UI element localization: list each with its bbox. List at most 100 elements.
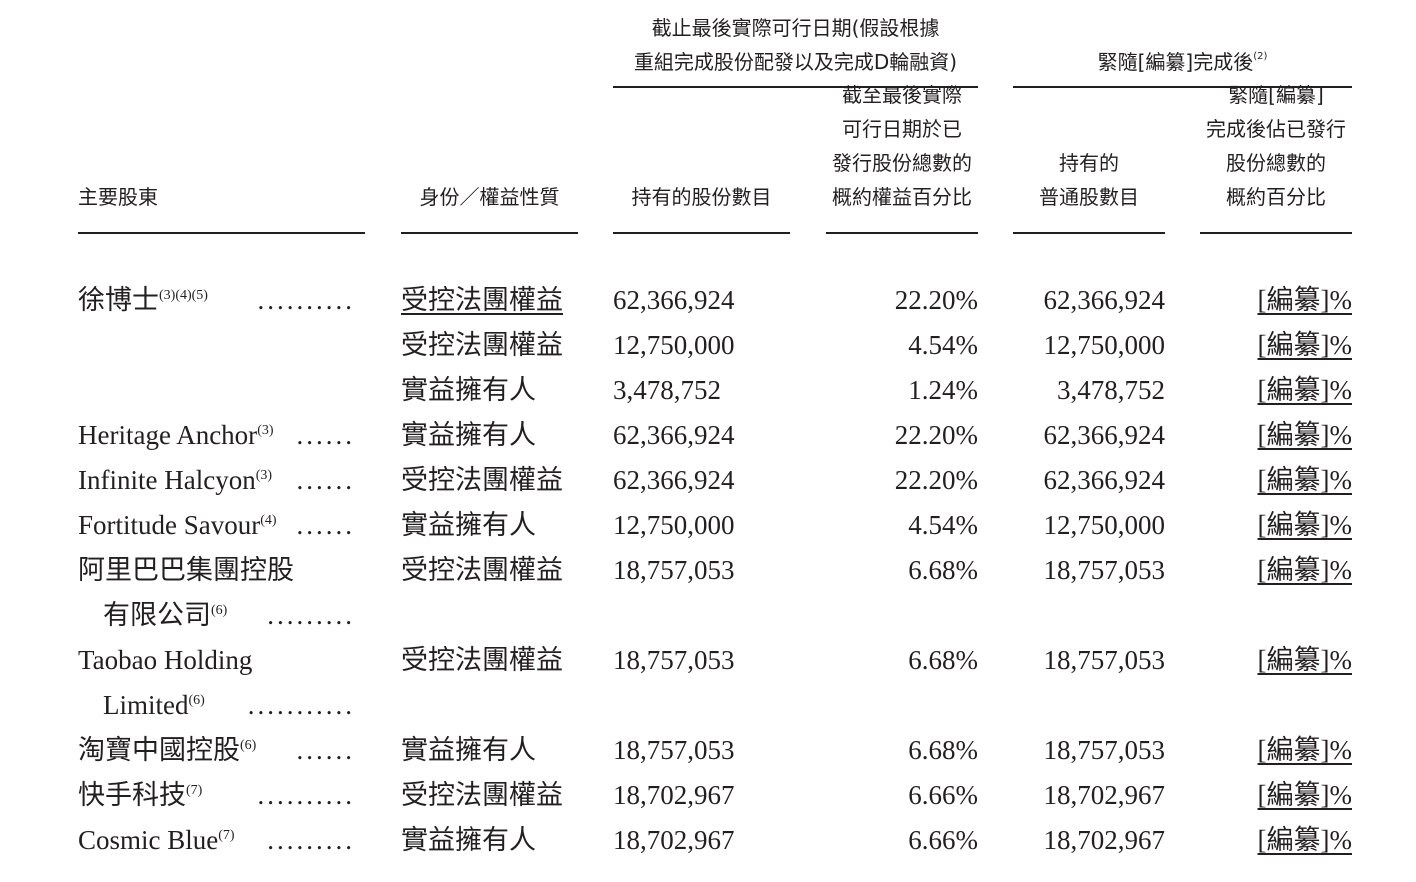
post-pct: [編纂]% [1257,555,1352,585]
post-shares: 62,366,924 [1043,285,1166,315]
column-header: 主要股東 [78,185,158,209]
leader-dots: ......... [267,825,355,855]
note: (2) [1253,51,1268,62]
shares: 18,757,053 [613,735,735,765]
capacity: 實益擁有人 [401,375,536,405]
leader-dots: ...... [296,735,355,765]
shareholder-name: Heritage Anchor [78,420,258,450]
name-cell: Fortitude Savour(4)...... [78,503,355,548]
name-cell: Heritage Anchor(3)...... [78,413,355,458]
column-header: 持有的股份數目 [631,185,772,209]
pct: 1.24% [908,375,978,405]
group-header-text: 重組完成股份配發以及完成D輪融資) [633,50,958,74]
note: (4) [260,513,277,528]
column-header: 緊隨[編纂] [1228,83,1324,107]
shares: 18,702,967 [613,825,735,855]
pct: 6.66% [908,825,978,855]
column-header: 發行股份總數的 [832,151,972,175]
column-header: 概約百分比 [1226,185,1326,209]
rule [1013,86,1352,88]
shareholder-name: 阿里巴巴集團控股 [78,555,294,585]
post-shares: 62,366,924 [1043,420,1166,450]
post-shares: 12,750,000 [1043,510,1166,540]
column-header: 可行日期於已 [842,117,962,141]
rule [1013,232,1165,234]
capacity: 受控法團權益 [401,285,563,315]
group-header: 緊隨[編纂]完成後(2) [1013,45,1352,79]
shareholder-name: Limited [103,690,189,720]
post-pct: [編纂]% [1257,510,1352,540]
post-shares: 18,702,967 [1043,825,1166,855]
note: (3) [257,423,274,438]
pct: 22.20% [894,420,978,450]
shareholder-name: Taobao Holding [78,645,253,675]
post-shares: 3,478,752 [1057,375,1165,405]
post-pct: [編纂]% [1257,645,1352,675]
pct: 6.68% [908,735,978,765]
capacity: 受控法團權益 [401,780,563,810]
note: (3)(4)(5) [159,288,208,303]
leader-dots: .......... [257,285,355,315]
post-pct: [編纂]% [1257,420,1352,450]
post-pct: [編纂]% [1257,285,1352,315]
pct: 22.20% [894,285,978,315]
post-pct: [編纂]% [1257,825,1352,855]
post-shares: 12,750,000 [1043,330,1166,360]
shares: 18,702,967 [613,780,735,810]
capacity: 實益擁有人 [401,510,536,540]
leader-dots: ...... [296,510,355,540]
rule [826,232,978,234]
name-cell: 阿里巴巴集團控股 [78,548,355,593]
column-header: 概約權益百分比 [832,185,972,209]
group-header: 重組完成股份配發以及完成D輪融資) [613,45,978,79]
leader-dots: ...... [296,465,355,495]
capacity: 受控法團權益 [401,330,563,360]
post-pct: [編纂]% [1257,465,1352,495]
shareholder-name: 淘寶中國控股 [78,735,240,765]
rule [613,232,790,234]
rule [78,232,365,234]
capacity: 受控法團權益 [401,465,563,495]
post-shares: 62,366,924 [1043,465,1166,495]
note: (6) [211,603,228,618]
name-cell: 快手科技(7).......... [78,773,355,818]
pct: 4.54% [908,510,978,540]
name-cell: Limited(6)........... [103,683,355,728]
shareholder-name: Infinite Halcyon [78,465,256,495]
pct: 22.20% [894,465,978,495]
rule [613,86,978,88]
leader-dots: ........... [247,690,355,720]
column-header: 股份總數的 [1226,151,1326,175]
shares: 12,750,000 [613,510,735,540]
post-pct: [編纂]% [1257,780,1352,810]
shareholder-name: 快手科技 [78,780,186,810]
shareholder-name: Fortitude Savour [78,510,261,540]
post-shares: 18,757,053 [1043,735,1166,765]
name-cell: Cosmic Blue(7)......... [78,818,355,863]
leader-dots: ......... [267,600,355,630]
post-shares: 18,757,053 [1043,645,1166,675]
pct: 6.68% [908,645,978,675]
post-pct: [編纂]% [1257,735,1352,765]
column-header: 身份／權益性質 [419,185,560,209]
post-shares: 18,702,967 [1043,780,1166,810]
post-pct: [編纂]% [1257,375,1352,405]
column-header: 持有的 [1059,151,1119,175]
pct: 4.54% [908,330,978,360]
leader-dots: .......... [257,780,355,810]
group-header-text: 緊隨[編纂]完成後 [1097,50,1254,74]
post-shares: 18,757,053 [1043,555,1166,585]
column-header: 普通股數目 [1039,185,1139,209]
capacity: 實益擁有人 [401,735,536,765]
group-header: 截止最後實際可行日期(假設根據 [613,11,978,45]
rule [1200,232,1352,234]
shareholder-name: 徐博士 [78,285,159,315]
pct: 6.66% [908,780,978,810]
note: (3) [255,468,273,483]
capacity: 實益擁有人 [401,420,536,450]
pct: 6.68% [908,555,978,585]
shares: 12,750,000 [613,330,735,360]
post-pct: [編纂]% [1257,330,1352,360]
capacity: 受控法團權益 [401,645,563,675]
shares: 62,366,924 [613,420,735,450]
